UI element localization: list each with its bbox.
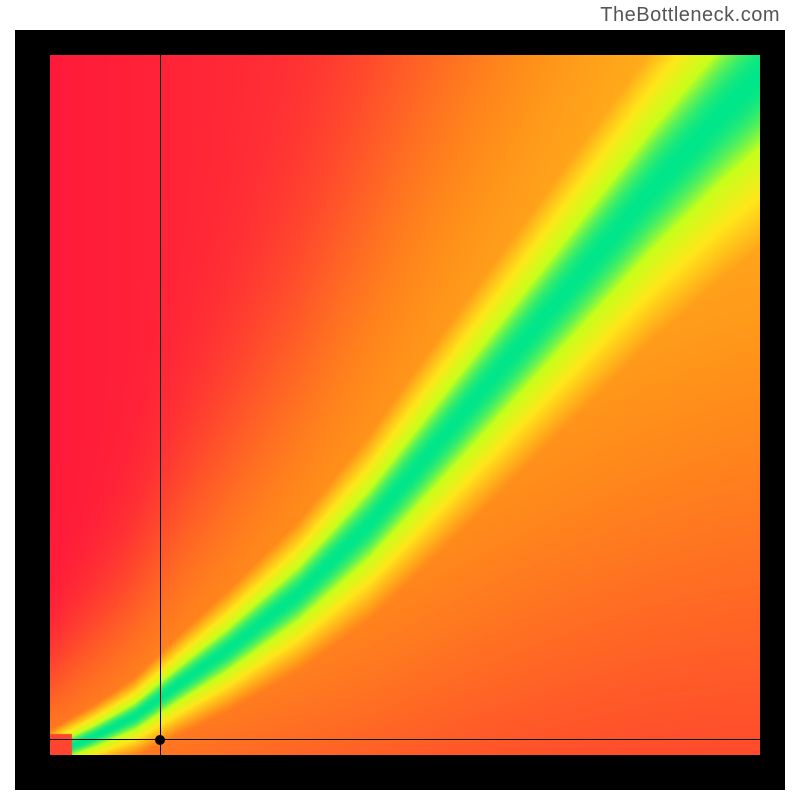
crosshair-marker [155, 735, 165, 745]
chart-container: TheBottleneck.com [0, 0, 800, 800]
watermark-text: TheBottleneck.com [600, 4, 780, 27]
crosshair-vertical [160, 55, 161, 755]
heatmap-canvas [50, 55, 760, 755]
